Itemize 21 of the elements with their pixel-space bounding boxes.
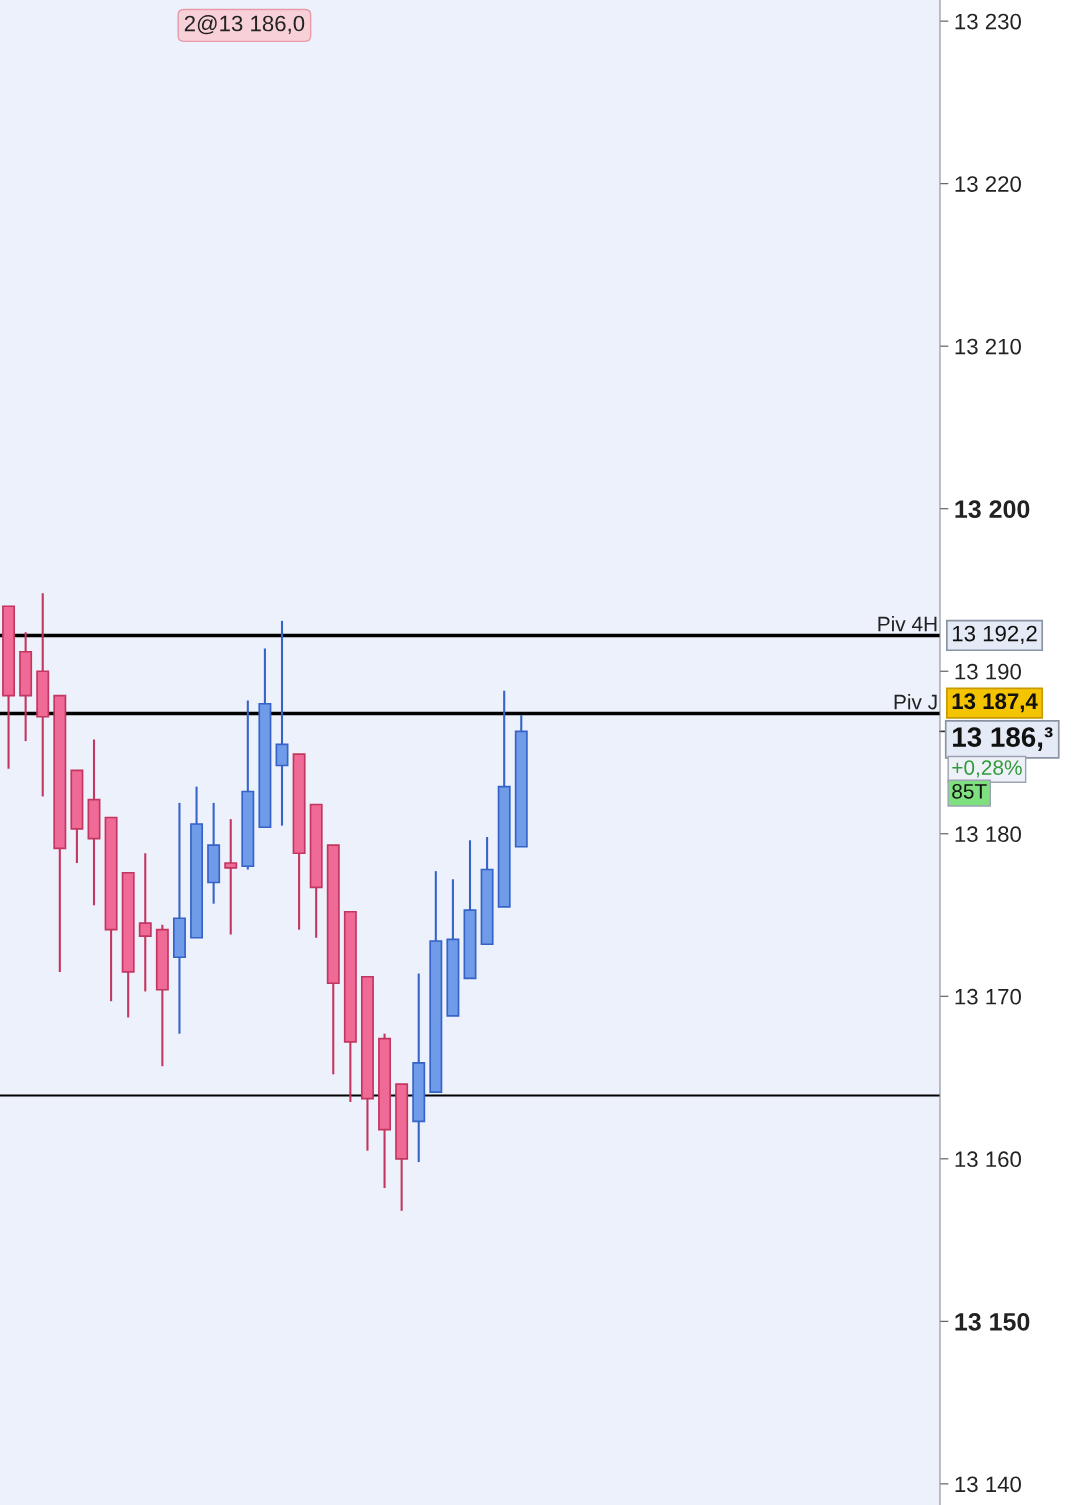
y-tick-label: 13 200	[955, 500, 1030, 519]
candlestick	[275, 619, 289, 827]
ref-line-label: Piv J	[894, 694, 937, 710]
candlestick	[138, 852, 152, 993]
text: 13 192,2	[952, 625, 1037, 645]
text: +0,28%	[952, 760, 1022, 778]
y-tick-label: 13 190	[955, 663, 1021, 680]
y-tick-label: 13 150	[955, 1312, 1030, 1331]
y-tick-label: 13 220	[955, 176, 1021, 192]
y-tick-label: 13 230	[955, 13, 1021, 30]
y-tick-label: 13 160	[955, 1151, 1021, 1168]
annotation: 2@13 186,0	[184, 15, 305, 35]
y-tick-label: 13 140	[955, 1476, 1021, 1493]
y-tick-label: 13 170	[955, 988, 1021, 1005]
candlestick	[224, 818, 238, 936]
y-tick-label: 13 180	[955, 826, 1021, 843]
text: 13 186,³	[953, 727, 1053, 751]
text: 85T	[952, 783, 987, 799]
y-tick-label: 13 210	[955, 338, 1021, 355]
ref-line-label: Piv 4H	[878, 616, 937, 632]
text: 13 187,4	[952, 693, 1038, 713]
